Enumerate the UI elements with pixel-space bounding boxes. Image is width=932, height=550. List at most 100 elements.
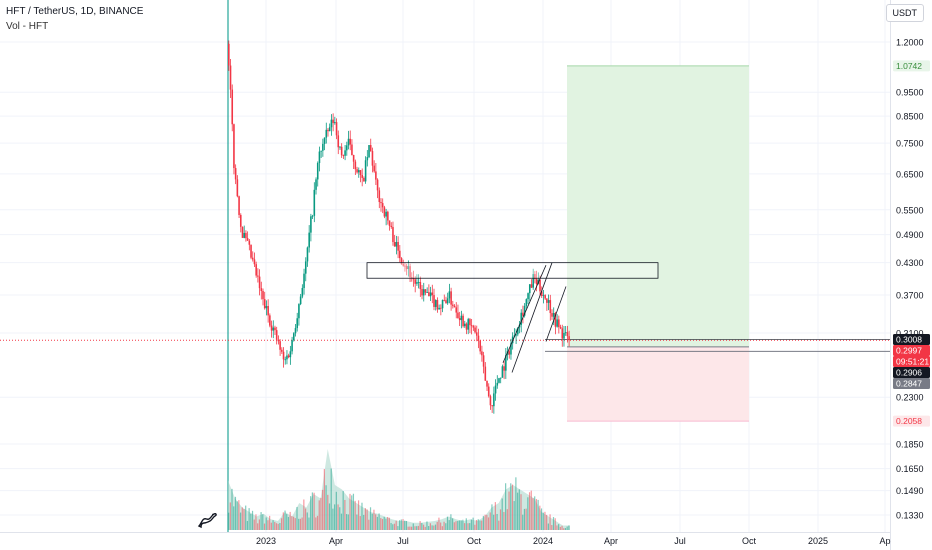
volume-bar — [498, 520, 500, 530]
volume-bar — [345, 514, 348, 530]
volume-bar — [518, 489, 520, 530]
candle-body — [328, 127, 331, 132]
volume-bar — [241, 507, 243, 530]
candle-body — [405, 265, 408, 270]
candle-body — [445, 300, 447, 304]
volume-bar — [390, 522, 392, 530]
candle-body — [351, 144, 353, 155]
candle-body — [494, 385, 497, 394]
candle-body — [229, 65, 232, 90]
candle-body — [313, 189, 316, 216]
volume-bar — [400, 519, 402, 530]
candle-body — [428, 292, 430, 297]
volume-bar — [467, 523, 469, 530]
volume-bar — [511, 484, 514, 530]
volume-bar — [351, 495, 353, 530]
volume-bar — [436, 521, 438, 530]
volume-bar — [344, 499, 346, 530]
candle-body — [318, 151, 321, 164]
candle-body — [404, 265, 406, 267]
volume-bar — [484, 514, 486, 530]
volume-bar — [258, 519, 260, 530]
candle-body — [243, 232, 245, 238]
candle-body — [465, 323, 468, 330]
volume-bar — [558, 524, 560, 530]
candle-body — [434, 300, 437, 307]
candle-body — [510, 343, 512, 355]
volume-bar — [304, 508, 307, 530]
candle-body — [535, 278, 538, 285]
volume-bar — [340, 513, 343, 530]
volume-bar — [513, 501, 515, 530]
volume-bar — [472, 517, 474, 530]
volume-bar — [475, 519, 478, 530]
candle-body — [239, 214, 242, 227]
symbol-title[interactable]: HFT / TetherUS, 1D, BINANCE — [6, 6, 144, 17]
price-label-bg — [893, 356, 930, 368]
volume-bar — [516, 492, 519, 530]
candle-body — [482, 355, 485, 367]
volume-bar — [515, 477, 517, 530]
x-tick-label: Oct — [467, 536, 482, 546]
volume-bar — [332, 508, 334, 530]
candle-body — [467, 319, 470, 330]
volume-bar — [388, 517, 390, 530]
volume-bar — [446, 516, 449, 530]
candle-body — [381, 203, 384, 208]
candle-body — [281, 349, 283, 352]
volume-bar — [255, 514, 257, 530]
volume-bar — [385, 518, 387, 530]
volume-bar — [313, 492, 315, 530]
volume-bar — [566, 526, 568, 530]
currency-button[interactable]: USDT — [885, 4, 924, 22]
candle-body — [499, 377, 502, 379]
volume-bar — [281, 518, 283, 530]
volume-bar — [412, 523, 414, 530]
price-label-bg — [893, 367, 930, 379]
volume-bar — [416, 526, 418, 530]
candle-body — [287, 355, 290, 358]
volume-bar — [375, 514, 377, 530]
volume-bar — [323, 469, 325, 530]
y-tick-label: 0.2300 — [896, 393, 924, 403]
volume-bar — [494, 502, 496, 530]
volume-bar — [387, 516, 389, 530]
volume-bar — [433, 525, 435, 530]
candle-body — [340, 146, 343, 156]
volume-bar — [428, 526, 430, 530]
volume-bar — [359, 516, 361, 530]
y-tick-label: 0.3700 — [896, 290, 924, 300]
candle-body — [356, 169, 358, 173]
candle-body — [383, 207, 386, 217]
volume-bar — [371, 513, 373, 530]
candle-body — [414, 279, 416, 284]
volume-bar — [452, 518, 454, 530]
volume-bar — [294, 518, 296, 530]
candle-body — [496, 382, 499, 386]
candle-body — [436, 300, 439, 310]
volume-bar — [349, 493, 351, 530]
volume-bar — [245, 505, 247, 530]
volume-bar — [308, 517, 310, 530]
candle-body — [489, 396, 492, 406]
candle-body — [250, 244, 252, 258]
candle-body — [263, 299, 266, 309]
candle-body — [508, 351, 511, 355]
volume-bar — [369, 507, 372, 530]
candle-body — [446, 298, 449, 304]
candle-body — [424, 289, 427, 293]
candle-body — [323, 137, 326, 144]
candle-body — [361, 174, 363, 178]
x-tick-label: Jul — [674, 536, 686, 546]
volume-bar — [292, 516, 295, 530]
volume-legend[interactable]: Vol - HFT — [6, 21, 49, 32]
candle-body — [410, 277, 413, 279]
candle-body — [438, 307, 440, 310]
candle-body — [544, 295, 546, 299]
candle-body — [498, 378, 500, 383]
candle-body — [327, 129, 329, 132]
volume-bar — [361, 502, 363, 530]
y-tick-label: 0.8500 — [896, 112, 924, 122]
volume-bar — [229, 502, 231, 530]
volume-bar — [320, 497, 322, 530]
